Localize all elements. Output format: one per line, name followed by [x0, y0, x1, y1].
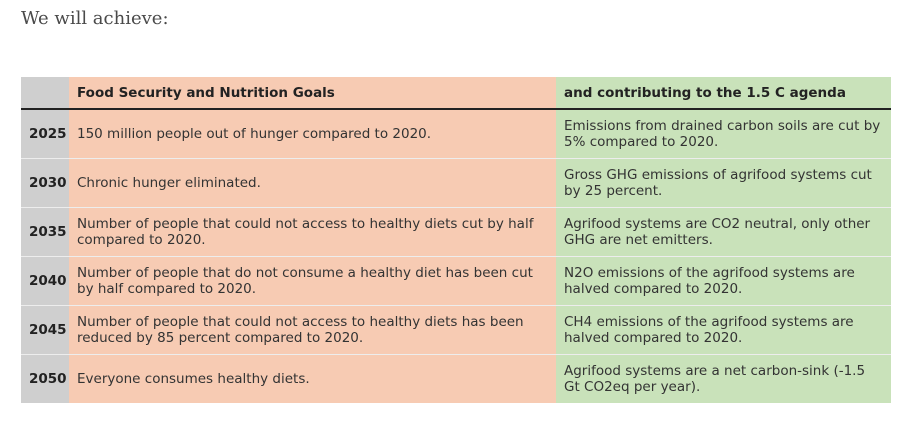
- row-food-goal: 150 million people out of hunger compare…: [69, 109, 556, 159]
- header-food-security: Food Security and Nutrition Goals: [69, 77, 556, 110]
- row-food-goal: Everyone consumes healthy diets.: [69, 354, 556, 403]
- row-food-goal: Number of people that could not access t…: [69, 305, 556, 355]
- row-food-goal: Number of people that do not consume a h…: [69, 256, 556, 306]
- row-year: 2025: [21, 109, 69, 159]
- row-climate-goal: CH4 emissions of the agrifood systems ar…: [556, 305, 891, 355]
- row-food-goal: Chronic hunger eliminated.: [69, 158, 556, 208]
- header-climate-agenda: and contributing to the 1.5 C agenda: [556, 77, 891, 110]
- row-year: 2035: [21, 207, 69, 257]
- row-year: 2050: [21, 354, 69, 403]
- intro-text: We will achieve:: [21, 8, 169, 29]
- table-row: 2035 Number of people that could not acc…: [21, 207, 891, 257]
- row-climate-goal: Emissions from drained carbon soils are …: [556, 109, 891, 159]
- table-row: 2025 150 million people out of hunger co…: [21, 109, 891, 159]
- table-header-row: Food Security and Nutrition Goals and co…: [21, 77, 891, 110]
- row-climate-goal: N2O emissions of the agrifood systems ar…: [556, 256, 891, 306]
- row-climate-goal: Agrifood systems are a net carbon-sink (…: [556, 354, 891, 403]
- row-year: 2030: [21, 158, 69, 208]
- header-year: [21, 77, 69, 110]
- row-climate-goal: Gross GHG emissions of agrifood systems …: [556, 158, 891, 208]
- table-row: 2050 Everyone consumes healthy diets. Ag…: [21, 354, 891, 403]
- goals-table: Food Security and Nutrition Goals and co…: [21, 77, 891, 403]
- row-year: 2040: [21, 256, 69, 306]
- row-year: 2045: [21, 305, 69, 355]
- table-row: 2040 Number of people that do not consum…: [21, 256, 891, 306]
- table-row: 2045 Number of people that could not acc…: [21, 305, 891, 355]
- row-food-goal: Number of people that could not access t…: [69, 207, 556, 257]
- row-climate-goal: Agrifood systems are CO2 neutral, only o…: [556, 207, 891, 257]
- table-row: 2030 Chronic hunger eliminated. Gross GH…: [21, 158, 891, 208]
